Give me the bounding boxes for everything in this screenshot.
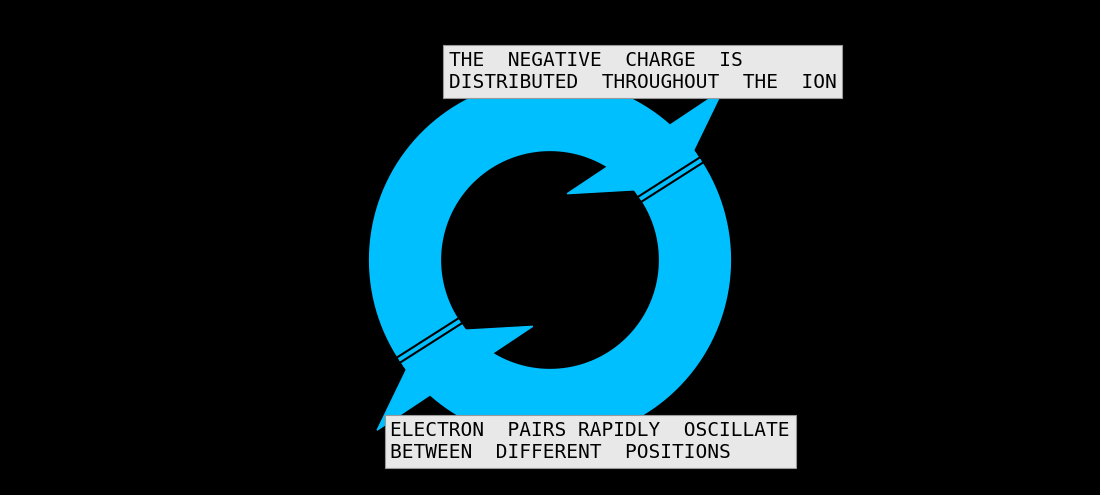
Polygon shape — [377, 326, 532, 430]
Text: ELECTRON  PAIRS RAPIDLY  OSCILLATE
BETWEEN  DIFFERENT  POSITIONS: ELECTRON PAIRS RAPIDLY OSCILLATE BETWEEN… — [390, 421, 790, 462]
Polygon shape — [568, 90, 723, 194]
Text: THE  NEGATIVE  CHARGE  IS
DISTRIBUTED  THROUGHOUT  THE  ION: THE NEGATIVE CHARGE IS DISTRIBUTED THROU… — [449, 51, 836, 92]
